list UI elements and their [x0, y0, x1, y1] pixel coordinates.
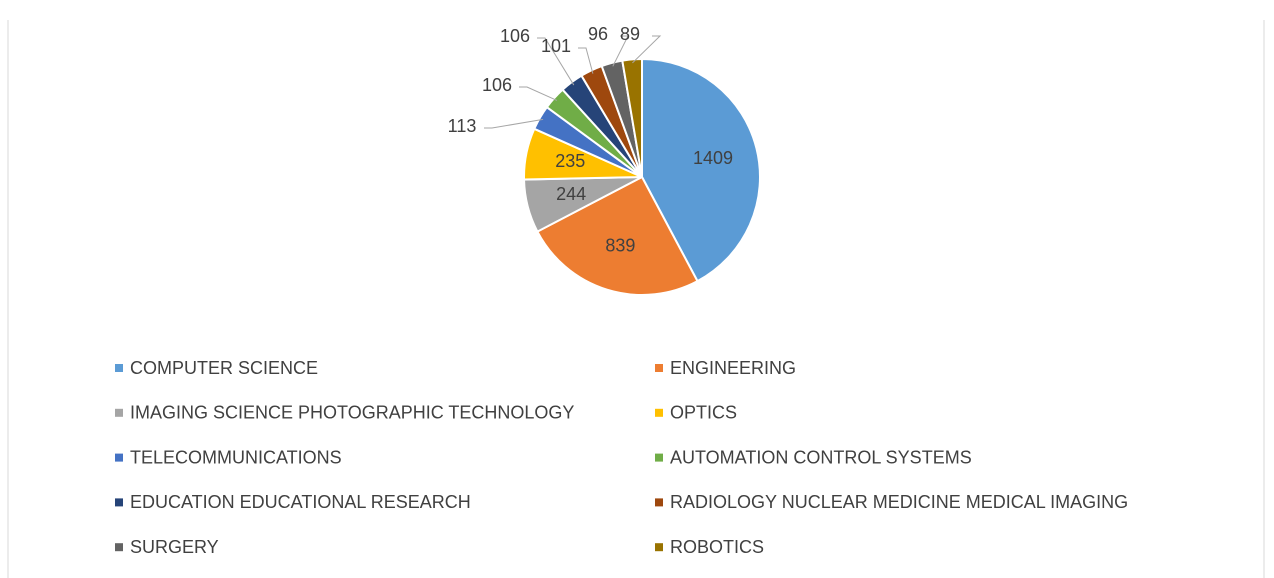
data-label: 106: [500, 26, 530, 46]
legend-label: TELECOMMUNICATIONS: [130, 447, 342, 467]
data-label: 839: [605, 236, 635, 256]
leader-line: [519, 86, 558, 101]
leader-line: [632, 35, 662, 64]
data-label: 96: [588, 24, 608, 44]
legend-label: AUTOMATION CONTROL SYSTEMS: [670, 447, 972, 467]
legend-marker: [115, 453, 123, 462]
legend-label: IMAGING SCIENCE PHOTOGRAPHIC TECHNOLOGY: [130, 403, 574, 423]
data-label: 101: [541, 36, 571, 56]
legend-label: ENGINEERING: [670, 358, 796, 378]
data-label: 244: [556, 184, 586, 204]
data-label: 89: [620, 24, 640, 44]
legend-marker: [655, 543, 663, 552]
data-label: 106: [482, 75, 512, 95]
legend-label: ROBOTICS: [670, 537, 764, 557]
pie-slice: [621, 57, 643, 178]
legend-label: COMPUTER SCIENCE: [130, 358, 318, 378]
legend-marker: [115, 498, 123, 507]
data-label: 1409: [693, 148, 733, 168]
leader-line: [612, 35, 629, 67]
legend-marker: [655, 408, 663, 417]
legend-label: EDUCATION EDUCATIONAL RESEARCH: [130, 492, 471, 512]
legend-marker: [115, 543, 123, 552]
legend-label: SURGERY: [130, 537, 219, 557]
legend-marker: [655, 498, 663, 507]
legend-marker: [115, 408, 123, 417]
data-label: 235: [555, 151, 585, 171]
leader-line: [578, 47, 594, 74]
pie-slice: [536, 175, 699, 296]
legend-marker: [655, 364, 663, 372]
legend-marker: [115, 364, 123, 372]
data-label: 113: [448, 116, 477, 136]
leader-line: [484, 118, 544, 129]
leader-line: [537, 37, 575, 86]
pie-slice: [641, 57, 761, 283]
legend-label: OPTICS: [670, 403, 737, 423]
legend-label: RADIOLOGY NUCLEAR MEDICINE MEDICAL IMAGI…: [670, 492, 1128, 512]
legend-marker: [655, 453, 663, 462]
